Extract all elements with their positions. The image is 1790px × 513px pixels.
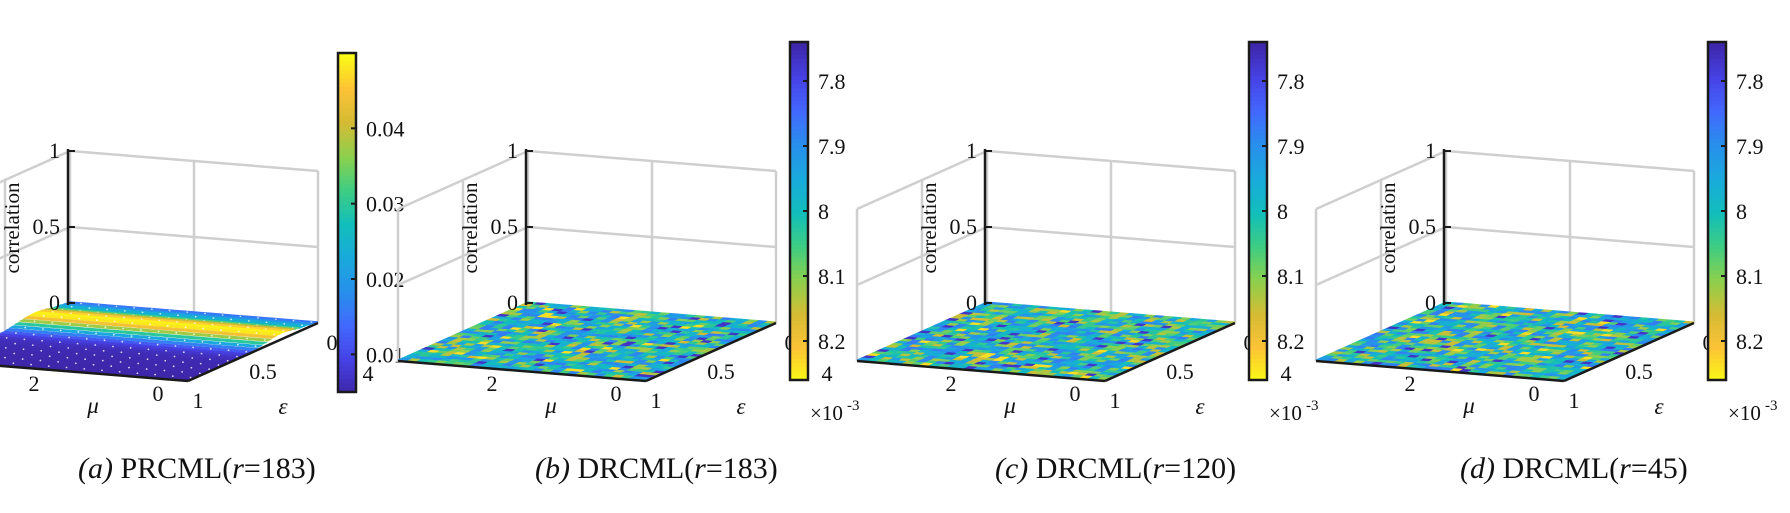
caption-method: PRCML( <box>120 452 233 485</box>
colorbar-tick-label: 8.2 <box>1736 329 1764 354</box>
mu-tick-label: 4 <box>363 361 374 386</box>
z-tick-label: 0 <box>49 290 60 315</box>
caption-letter: (a) <box>78 452 113 485</box>
mu-axis-label: μ <box>86 393 99 418</box>
mu-tick-label: 0 <box>1529 381 1540 406</box>
epsilon-axis-label: ε <box>1654 394 1664 419</box>
panel-a: 00.51correlation02400.51με0.010.020.030.… <box>0 51 405 419</box>
z-tick-label: 1 <box>966 138 977 163</box>
epsilon-tick-label: 0.5 <box>1166 359 1194 384</box>
mu-axis-label: μ <box>1003 393 1016 418</box>
colorbar-tick-label: 7.9 <box>818 134 846 159</box>
caption-param: r <box>1152 452 1165 485</box>
colorbar-tick-label: 8.1 <box>818 264 846 289</box>
z-tick-label: 0 <box>507 290 518 315</box>
colorbar-tick-label: 0.04 <box>366 116 405 141</box>
colorbar-tick-label: 7.9 <box>1736 134 1764 159</box>
colorbar-tick-label: 7.8 <box>818 69 846 94</box>
colorbar-exponent: -3 <box>1306 398 1319 414</box>
colorbar-multiplier: ×10 <box>1728 401 1761 425</box>
colorbar-tick-label: 7.8 <box>1277 69 1305 94</box>
z-tick-label: 1 <box>49 138 60 163</box>
z-axis-label: correlation <box>1376 182 1400 273</box>
z-tick-label: 0 <box>1425 290 1436 315</box>
colorbar-tick-label: 7.8 <box>1736 69 1764 94</box>
z-tick-label: 1 <box>507 138 518 163</box>
z-tick-label: 0.5 <box>1409 214 1437 239</box>
z-axis-label: correlation <box>917 182 941 273</box>
z-tick-label: 0.5 <box>491 214 519 239</box>
caption-method: DRCML( <box>1502 452 1620 485</box>
caption-value: =183) <box>705 452 778 485</box>
colorbar-multiplier: ×10 <box>1269 401 1302 425</box>
epsilon-tick-label: 0 <box>327 330 338 355</box>
mu-tick-label: 2 <box>487 371 498 396</box>
mu-axis-label: μ <box>1462 393 1475 418</box>
caption-method: DRCML( <box>1035 452 1153 485</box>
mu-tick-label: 2 <box>946 371 957 396</box>
panel-d: 00.51correlation02400.51με7.87.988.18.2×… <box>1281 40 1778 425</box>
caption-method: DRCML( <box>577 452 695 485</box>
surface <box>856 301 1236 381</box>
epsilon-tick-label: 1 <box>1110 388 1121 413</box>
colorbar-tick-label: 8.2 <box>1277 329 1305 354</box>
mu-tick-label: 2 <box>1405 371 1416 396</box>
colorbar: 7.8 7.9 8 8.1 8.2 ×10 -3 <box>788 40 860 425</box>
z-axis-label: correlation <box>0 182 24 273</box>
mu-tick-label: 0 <box>1070 381 1081 406</box>
epsilon-tick-label: 1 <box>1569 388 1580 413</box>
colorbar-tick-label: 8 <box>1736 199 1747 224</box>
epsilon-tick-label: 0.5 <box>249 359 277 384</box>
z-tick-label: 0.5 <box>33 214 61 239</box>
z-tick-label: 0 <box>966 290 977 315</box>
z-tick-label: 1 <box>1425 138 1436 163</box>
caption-c: (c) DRCML(r=120) <box>995 452 1236 486</box>
caption-a: (a) PRCML(r=183) <box>78 452 316 486</box>
mu-tick-label: 0 <box>153 381 164 406</box>
colorbar-tick-label: 8 <box>818 199 829 224</box>
epsilon-axis-label: ε <box>736 394 746 419</box>
colorbar-tick-label: 7.9 <box>1277 134 1305 159</box>
colorbar-multiplier: ×10 <box>810 401 843 425</box>
colorbar: 0.010.020.030.04 <box>336 51 405 394</box>
panel-c: 00.51correlation02400.51με7.87.988.18.2×… <box>822 40 1319 425</box>
colorbar: 7.8 7.9 8 8.1 8.2 ×10 -3 <box>1247 40 1319 425</box>
mu-tick-label: 2 <box>29 371 40 396</box>
caption-param: r <box>232 452 244 485</box>
caption-param: r <box>1619 452 1631 485</box>
epsilon-tick-label: 0.5 <box>707 359 735 384</box>
mu-tick-label: 0 <box>611 381 622 406</box>
caption-value: =183) <box>243 452 316 485</box>
colorbar-exponent: -3 <box>1765 398 1778 414</box>
epsilon-axis-label: ε <box>278 394 288 419</box>
mu-tick-label: 4 <box>822 361 833 386</box>
caption-b: (b) DRCML(r=183) <box>535 452 778 486</box>
colorbar-tick-label: 8.1 <box>1277 264 1305 289</box>
epsilon-axis-label: ε <box>1195 394 1205 419</box>
caption-value: =45) <box>1630 452 1688 485</box>
surface <box>0 301 319 382</box>
caption-letter: (b) <box>535 452 570 485</box>
caption-param: r <box>694 452 706 485</box>
caption-d: (d) DRCML(r=45) <box>1460 452 1688 486</box>
z-axis-label: correlation <box>458 182 482 273</box>
caption-letter: (c) <box>995 452 1029 485</box>
surface <box>1315 301 1695 381</box>
z-tick-label: 0.5 <box>950 214 978 239</box>
caption-letter: (d) <box>1460 452 1495 485</box>
mu-axis-label: μ <box>544 393 557 418</box>
colorbar-exponent: -3 <box>847 398 860 414</box>
epsilon-tick-label: 0.5 <box>1625 359 1653 384</box>
colorbar-tick-label: 8.1 <box>1736 264 1764 289</box>
colorbar-tick-label: 8 <box>1277 199 1288 224</box>
mu-tick-label: 4 <box>1281 361 1292 386</box>
panel-b: 00.51correlation02400.51με7.87.988.18.2×… <box>363 40 860 425</box>
epsilon-tick-label: 1 <box>651 388 662 413</box>
colorbar-tick-label: 8.2 <box>818 329 846 354</box>
caption-value: =120) <box>1164 452 1237 485</box>
epsilon-tick-label: 1 <box>193 388 204 413</box>
colorbar: 7.8 7.9 8 8.1 8.2 ×10 -3 <box>1706 40 1778 425</box>
surface <box>397 301 777 381</box>
